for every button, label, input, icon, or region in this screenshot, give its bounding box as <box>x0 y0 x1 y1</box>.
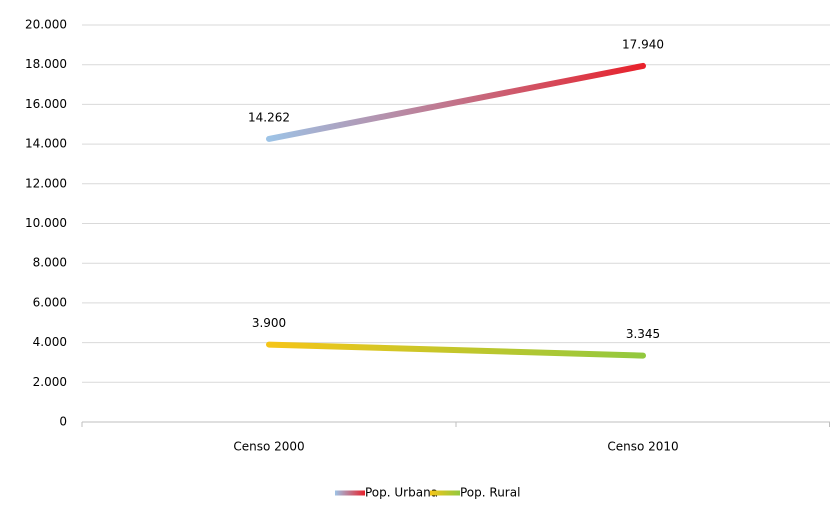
series-line <box>266 62 646 142</box>
y-tick-label: 10.000 <box>25 216 67 230</box>
data-label: 14.262 <box>248 110 290 124</box>
y-tick-label: 18.000 <box>25 57 67 71</box>
legend-label: Pop. Rural <box>460 486 520 500</box>
legend-label: Pop. Urbana <box>365 486 438 500</box>
x-tick-label: Censo 2000 <box>233 440 304 454</box>
data-label: 3.900 <box>252 316 286 330</box>
y-tick-label: 4.000 <box>33 335 67 349</box>
y-tick-label: 16.000 <box>25 97 67 111</box>
y-tick-label: 20.000 <box>25 18 67 32</box>
series-line <box>266 341 646 359</box>
data-label: 17.940 <box>622 37 664 51</box>
y-tick-label: 0 <box>59 415 67 429</box>
y-tick-label: 12.000 <box>25 176 67 190</box>
y-tick-label: 6.000 <box>33 295 67 309</box>
y-tick-label: 8.000 <box>33 256 67 270</box>
y-tick-label: 14.000 <box>25 137 67 151</box>
data-label: 3.345 <box>626 327 660 341</box>
x-tick-label: Censo 2010 <box>607 440 678 454</box>
y-tick-label: 2.000 <box>33 375 67 389</box>
